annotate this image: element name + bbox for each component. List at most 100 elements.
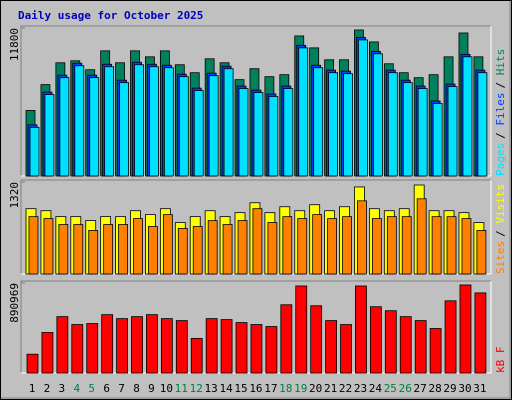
bar — [208, 75, 219, 177]
x-tick-label: 14 — [219, 382, 233, 395]
bar — [163, 67, 174, 177]
bar — [476, 230, 487, 275]
bar — [86, 323, 99, 374]
legend-separator: / — [494, 82, 507, 89]
bar — [175, 320, 188, 374]
x-tick-label: 13 — [205, 382, 218, 395]
legend-entry: Hits — [494, 49, 507, 76]
bar — [56, 316, 69, 374]
x-tick-label: 7 — [118, 382, 125, 395]
bar — [312, 214, 323, 275]
x-tick-label: 20 — [309, 382, 322, 395]
bar — [461, 218, 472, 275]
x-tick-label: 4 — [73, 382, 80, 395]
bar — [116, 318, 128, 374]
bar — [414, 320, 427, 374]
bar — [474, 292, 487, 374]
bar — [223, 68, 234, 177]
bar — [133, 218, 143, 275]
bar — [253, 92, 264, 177]
x-tick-label: 30 — [458, 382, 471, 395]
x-tick-label: 6 — [103, 382, 110, 395]
bar — [178, 76, 189, 177]
x-tick-label: 24 — [369, 382, 383, 395]
legend-entry: Sites — [494, 241, 507, 274]
bar — [162, 214, 173, 275]
x-tick-label: 28 — [428, 382, 441, 395]
bar — [384, 310, 397, 374]
bar — [148, 226, 158, 275]
x-tick-label: 21 — [324, 382, 337, 395]
bar — [71, 324, 84, 374]
bar — [28, 216, 39, 275]
bar — [387, 72, 398, 177]
bar — [131, 316, 143, 374]
x-tick-label: 1 — [29, 382, 36, 395]
bar — [357, 200, 367, 275]
bar — [252, 208, 263, 275]
bar — [220, 319, 233, 374]
x-tick-label: 19 — [294, 382, 307, 395]
bar — [103, 224, 114, 275]
bar — [119, 82, 129, 177]
bar — [89, 77, 100, 177]
bar — [118, 224, 128, 275]
bar — [459, 284, 472, 374]
bar — [282, 216, 293, 275]
bar — [177, 228, 188, 275]
x-tick-label: 27 — [414, 382, 427, 395]
bar — [73, 224, 84, 275]
x-tick-label: 17 — [264, 382, 277, 395]
bar — [265, 326, 278, 374]
bar — [267, 222, 278, 275]
bar — [101, 314, 114, 374]
x-tick-label: 18 — [279, 382, 292, 395]
bar — [431, 216, 442, 275]
bar — [310, 305, 323, 374]
x-tick-label: 9 — [148, 382, 155, 395]
x-tick-label: 8 — [133, 382, 140, 395]
bar — [268, 96, 279, 177]
bar — [205, 318, 218, 374]
bar — [444, 300, 457, 374]
bar — [298, 47, 309, 177]
bar — [74, 65, 85, 177]
bar — [250, 324, 263, 374]
legend-entry: Visits — [494, 184, 507, 224]
bar — [29, 126, 40, 177]
bar — [369, 306, 382, 374]
bar — [146, 314, 158, 374]
bar — [355, 285, 367, 374]
bar — [134, 64, 144, 177]
bar — [207, 220, 218, 275]
bar — [192, 226, 203, 275]
legend: Sites / Visits — [494, 184, 507, 274]
x-tick-label: 26 — [399, 382, 412, 395]
bar — [313, 67, 324, 177]
bar — [26, 353, 39, 374]
bar — [222, 224, 233, 275]
bar — [343, 73, 353, 177]
bar — [340, 324, 352, 374]
bar — [401, 216, 412, 275]
legend-entry: Pages — [494, 143, 507, 176]
bar — [44, 94, 55, 177]
bar — [43, 218, 54, 275]
panel-border — [20, 179, 491, 274]
legend: kB F — [494, 347, 507, 374]
legend-entry: Files — [494, 93, 507, 126]
bar — [149, 66, 159, 177]
x-tick-label: 31 — [473, 382, 486, 395]
bar — [328, 72, 339, 177]
bar — [58, 224, 69, 275]
x-tick-label: 2 — [44, 382, 51, 395]
x-tick-label: 12 — [190, 382, 203, 395]
bar — [327, 218, 338, 275]
y-tick-label: 890969 — [8, 283, 21, 323]
x-tick-label: 29 — [443, 382, 456, 395]
x-tick-label: 10 — [160, 382, 173, 395]
bar — [386, 216, 397, 275]
bar — [446, 216, 457, 275]
x-tick-label: 3 — [59, 382, 66, 395]
